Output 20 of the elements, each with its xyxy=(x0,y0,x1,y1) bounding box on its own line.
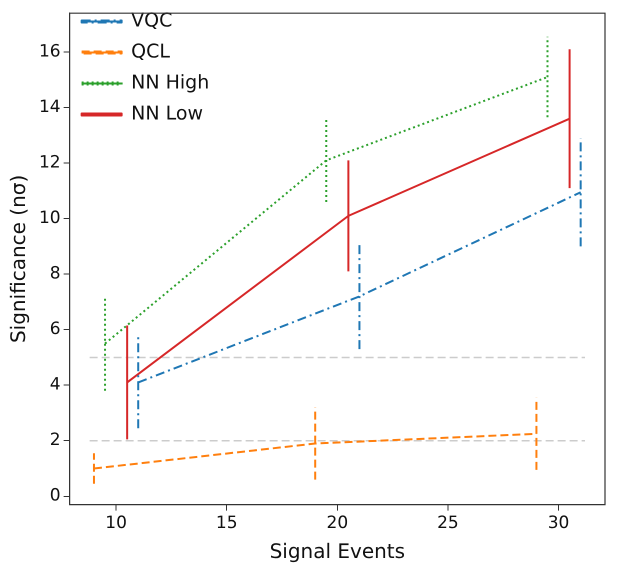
x-tick-label: 30 xyxy=(548,513,570,534)
x-tick-label: 20 xyxy=(326,513,348,534)
x-tick-label: 10 xyxy=(105,513,127,534)
y-tick-label: 4 xyxy=(50,374,61,395)
legend-label: VQC xyxy=(131,9,172,32)
y-axis-title: Significance (nσ) xyxy=(6,174,30,344)
y-tick-label: 12 xyxy=(38,152,61,173)
legend-label: QCL xyxy=(131,40,170,62)
y-tick-label: 8 xyxy=(50,264,61,284)
y-tick-label: 16 xyxy=(38,41,61,62)
legend-label: NN High xyxy=(131,71,210,94)
legend-label: NN Low xyxy=(131,102,204,124)
y-tick-label: 14 xyxy=(38,97,61,118)
y-tick-label: 0 xyxy=(50,486,61,506)
x-axis-title: Signal Events xyxy=(270,539,406,564)
x-tick-label: 15 xyxy=(216,513,238,534)
y-tick-label: 2 xyxy=(50,430,61,450)
x-tick-label: 25 xyxy=(437,513,459,534)
y-tick-label: 6 xyxy=(50,319,61,340)
y-tick-label: 10 xyxy=(38,208,61,228)
